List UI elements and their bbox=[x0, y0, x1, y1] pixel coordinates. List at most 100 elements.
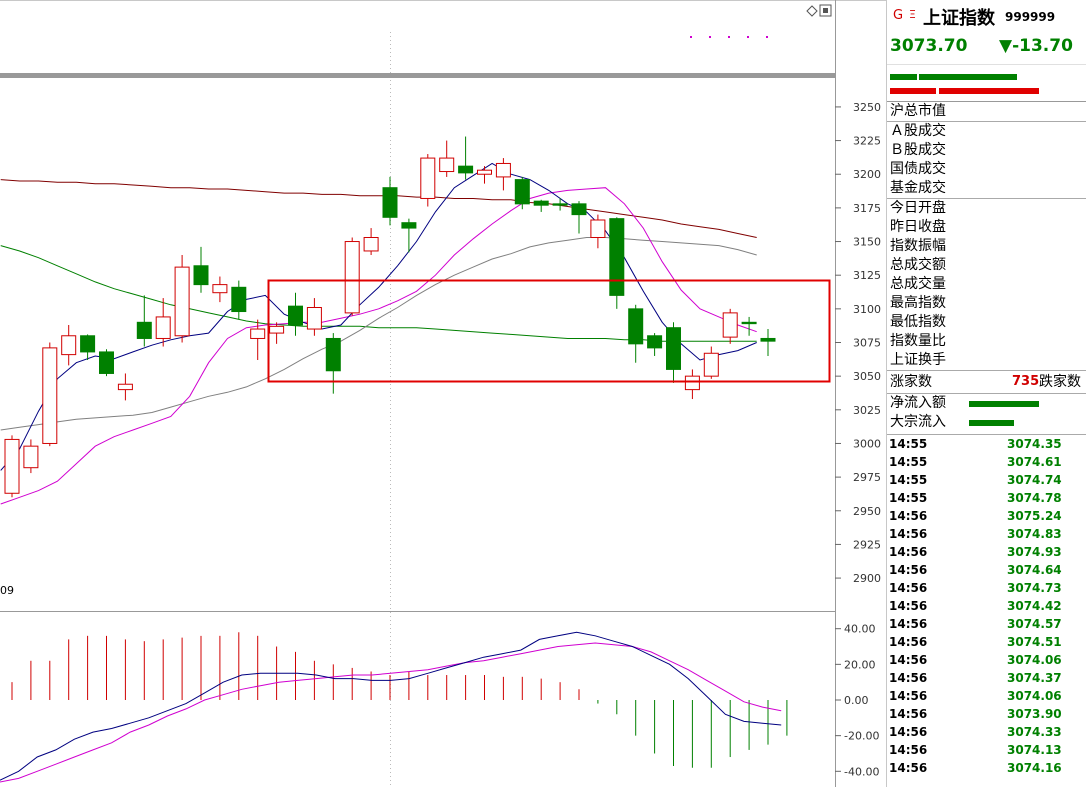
candle-body bbox=[382, 187, 398, 218]
block-inflow-row: 大宗流入 bbox=[887, 413, 1086, 432]
candle[interactable] bbox=[363, 228, 379, 255]
candle[interactable] bbox=[439, 140, 455, 177]
tick-row: 14:56 3074.33 bbox=[887, 723, 1086, 741]
net-inflow-row: 净流入额 bbox=[887, 394, 1086, 413]
macd-indicator bbox=[0, 631, 788, 783]
candlesticks bbox=[4, 136, 776, 498]
advance-decline-row: 涨家数 735 跌家数 bbox=[887, 371, 1086, 394]
candle[interactable] bbox=[401, 218, 417, 253]
candle[interactable] bbox=[590, 214, 606, 249]
kline-chart[interactable]: 09 3250322532003175315031253100307530503… bbox=[0, 0, 886, 787]
stat-label: 总成交额 bbox=[890, 257, 946, 273]
price-tick-label: 3075 bbox=[853, 337, 881, 350]
candle[interactable] bbox=[155, 298, 171, 347]
tick-row: 14:56 3073.90 bbox=[887, 705, 1086, 723]
price-tick-label: 2900 bbox=[853, 572, 881, 585]
volume-bars bbox=[887, 65, 1086, 102]
stat-label: 最低指数 bbox=[890, 314, 946, 330]
candle-body bbox=[61, 335, 77, 356]
block-inflow-bar bbox=[969, 420, 1014, 426]
stat-label: 指数振幅 bbox=[890, 238, 946, 254]
candle[interactable] bbox=[760, 329, 776, 356]
macd-tick-label: 0.00 bbox=[844, 694, 869, 707]
candle-body bbox=[495, 162, 511, 178]
candle[interactable] bbox=[609, 217, 625, 309]
tick-time: 14:56 bbox=[889, 545, 928, 559]
scroll-bar[interactable] bbox=[0, 73, 835, 78]
candle[interactable] bbox=[477, 166, 492, 184]
candle[interactable] bbox=[647, 333, 663, 356]
candle[interactable] bbox=[628, 304, 644, 363]
g-flag-icon[interactable]: G bbox=[893, 8, 904, 23]
candle[interactable] bbox=[684, 369, 700, 400]
window-restore-icon[interactable] bbox=[819, 4, 832, 17]
candle[interactable] bbox=[23, 439, 39, 474]
candle-body bbox=[722, 312, 738, 338]
candle[interactable] bbox=[99, 349, 114, 377]
candle[interactable] bbox=[80, 334, 96, 360]
tick-time: 14:56 bbox=[889, 617, 928, 631]
tick-price: 3074.93 bbox=[1007, 545, 1062, 559]
tick-time: 14:55 bbox=[889, 437, 928, 451]
tick-price: 3074.06 bbox=[1007, 653, 1062, 667]
candle-body bbox=[269, 325, 285, 334]
candle[interactable] bbox=[495, 158, 511, 191]
candle-body bbox=[136, 321, 152, 339]
candle[interactable] bbox=[514, 176, 530, 210]
candle[interactable] bbox=[193, 246, 209, 293]
tick-price: 3074.51 bbox=[1007, 635, 1062, 649]
candle[interactable] bbox=[117, 373, 133, 401]
candle-body bbox=[306, 307, 322, 330]
candle[interactable] bbox=[382, 176, 398, 226]
candle[interactable] bbox=[420, 154, 436, 207]
macd-tick-label: -40.00 bbox=[844, 765, 879, 778]
tick-price: 3074.83 bbox=[1007, 527, 1062, 541]
candle-body bbox=[99, 351, 114, 374]
price-tick-label: 3125 bbox=[853, 269, 881, 282]
candle[interactable] bbox=[174, 255, 190, 343]
candle[interactable] bbox=[42, 342, 58, 447]
tick-price: 3074.16 bbox=[1007, 761, 1062, 775]
candle[interactable] bbox=[136, 295, 152, 347]
tick-row: 14:56 3074.51 bbox=[887, 633, 1086, 651]
candle-body bbox=[760, 337, 776, 342]
diamond-icon[interactable] bbox=[806, 5, 818, 17]
macd-axis: 40.00 20.00 0.00 -20.00 -40.00 bbox=[835, 623, 879, 778]
candle-body bbox=[703, 352, 719, 377]
candle-body bbox=[23, 445, 39, 469]
price-tick-label: 3200 bbox=[853, 168, 881, 181]
menu-icon[interactable]: Ξ bbox=[909, 8, 916, 21]
price-tick-label: 3175 bbox=[853, 202, 881, 215]
market-value-section: 沪总市值 bbox=[887, 102, 1086, 122]
tick-time: 14:56 bbox=[889, 761, 928, 775]
price-tick-label: 3250 bbox=[853, 101, 881, 114]
candle[interactable] bbox=[231, 280, 247, 320]
candle[interactable] bbox=[344, 237, 360, 316]
candle[interactable] bbox=[703, 346, 719, 379]
pagination-dots-icon[interactable] bbox=[690, 36, 768, 38]
candle[interactable] bbox=[306, 298, 322, 336]
candle[interactable] bbox=[61, 325, 77, 366]
candle-body bbox=[684, 375, 700, 391]
candle-body bbox=[117, 383, 133, 391]
price-tick-label: 3000 bbox=[853, 437, 881, 450]
candle-body bbox=[325, 337, 341, 372]
candle-body bbox=[401, 222, 417, 229]
candle[interactable] bbox=[250, 319, 266, 360]
stat-label: 总成交量 bbox=[890, 276, 946, 292]
candle[interactable] bbox=[552, 198, 568, 211]
candle[interactable] bbox=[288, 292, 303, 336]
candle[interactable] bbox=[722, 308, 738, 344]
price-change: ▼-13.70 bbox=[999, 36, 1073, 56]
candle[interactable] bbox=[533, 199, 549, 212]
candle[interactable] bbox=[571, 201, 587, 234]
candle[interactable] bbox=[4, 435, 20, 498]
candle[interactable] bbox=[212, 276, 228, 303]
price-tick-label: 2925 bbox=[853, 538, 881, 551]
candle[interactable] bbox=[666, 322, 681, 383]
candle[interactable] bbox=[741, 316, 757, 336]
price-tick-label: 3225 bbox=[853, 135, 881, 148]
candle[interactable] bbox=[458, 136, 474, 180]
candle[interactable] bbox=[269, 322, 285, 344]
candle[interactable] bbox=[325, 333, 341, 394]
